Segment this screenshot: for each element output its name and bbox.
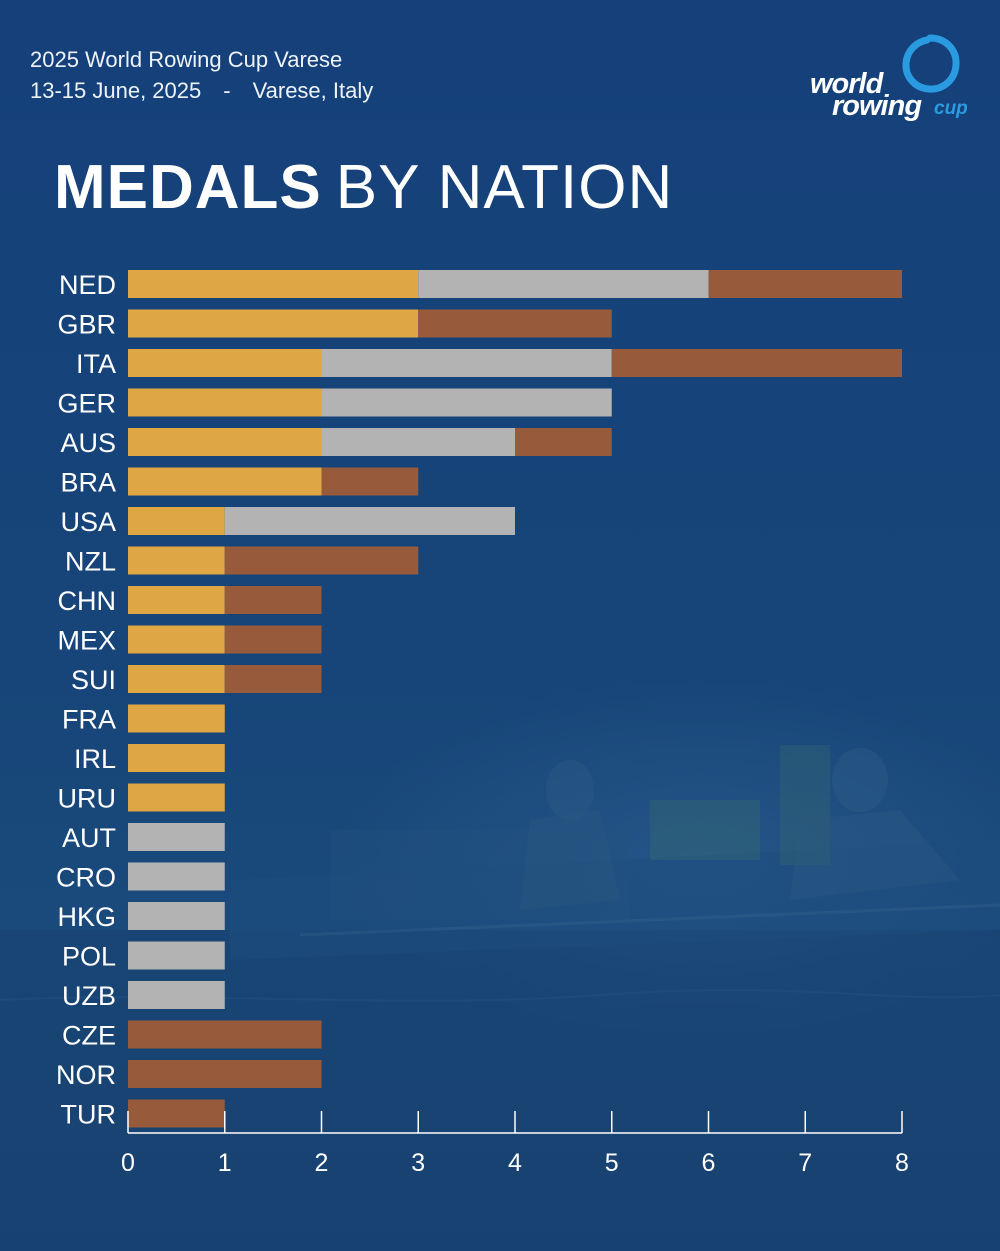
bar-gold-usa	[128, 507, 225, 535]
bar-bronze-bra	[321, 467, 419, 496]
bar-bronze-tur	[128, 1099, 225, 1128]
bar-gold-ger	[128, 388, 322, 417]
category-label-usa: USA	[60, 507, 116, 537]
bar-silver-hkg	[128, 902, 225, 930]
category-label-uru: URU	[58, 784, 117, 814]
category-label-aus: AUS	[60, 428, 116, 458]
bar-silver-uzb	[128, 981, 225, 1009]
logo-text-cup: cup	[934, 98, 968, 119]
bar-silver-cro	[128, 862, 225, 891]
category-label-tur: TUR	[61, 1100, 117, 1130]
bar-silver-aut	[128, 823, 225, 851]
bar-silver-ned	[418, 270, 709, 298]
bar-gold-mex	[128, 625, 225, 654]
bar-bronze-gbr	[418, 309, 612, 338]
x-tick-label-3: 3	[411, 1149, 425, 1177]
bar-bronze-sui	[224, 665, 322, 693]
logo-text-world: world	[810, 68, 883, 100]
category-label-uzb: UZB	[62, 981, 116, 1011]
world-rowing-cup-logo: world rowing cup	[806, 30, 976, 130]
bar-gold-chn	[128, 586, 225, 614]
category-label-ned: NED	[59, 270, 116, 300]
bar-bronze-aus	[515, 428, 612, 456]
bar-silver-ita	[321, 349, 612, 377]
bar-silver-aus	[321, 428, 515, 456]
category-label-nzl: NZL	[65, 547, 116, 577]
bar-gold-irl	[128, 744, 225, 772]
category-label-ita: ITA	[76, 349, 116, 379]
bar-silver-ger	[321, 388, 612, 417]
bar-gold-sui	[128, 665, 225, 693]
logo-text-rowing: rowing	[832, 90, 922, 122]
bar-bronze-nzl	[224, 546, 419, 575]
x-tick-label-1: 1	[218, 1149, 232, 1177]
page-title: MEDALS BY NATION	[54, 152, 673, 223]
x-tick-label-0: 0	[121, 1149, 135, 1177]
bar-gold-ned	[128, 270, 419, 298]
category-label-hkg: HKG	[57, 902, 116, 932]
bar-bronze-chn	[224, 586, 322, 614]
title-bold: MEDALS	[54, 153, 322, 222]
bar-gold-nzl	[128, 546, 225, 575]
x-tick-label-6: 6	[702, 1149, 716, 1177]
x-tick-label-4: 4	[508, 1149, 522, 1177]
x-tick-label-2: 2	[315, 1149, 329, 1177]
bar-silver-pol	[128, 941, 225, 970]
bar-gold-ita	[128, 349, 322, 377]
bar-gold-aus	[128, 428, 322, 456]
logo-ring-icon	[902, 34, 960, 93]
bar-silver-usa	[224, 507, 515, 535]
category-label-bra: BRA	[60, 468, 116, 498]
category-label-sui: SUI	[71, 665, 116, 695]
bar-bronze-ned	[708, 270, 902, 298]
category-label-irl: IRL	[74, 744, 116, 774]
bar-bronze-mex	[224, 625, 322, 654]
title-light: BY NATION	[335, 153, 674, 222]
event-dates: 13-15 June, 2025	[30, 78, 202, 103]
category-label-nor: NOR	[56, 1060, 116, 1090]
category-label-pol: POL	[62, 942, 116, 972]
bar-gold-gbr	[128, 309, 419, 338]
category-label-chn: CHN	[58, 586, 117, 616]
category-label-mex: MEX	[57, 626, 116, 656]
x-tick-label-5: 5	[605, 1149, 619, 1177]
event-name: 2025 World Rowing Cup Varese	[30, 47, 343, 72]
bar-bronze-ita	[611, 349, 902, 377]
x-tick-label-7: 7	[798, 1149, 812, 1177]
category-label-ger: GER	[57, 389, 116, 419]
category-label-fra: FRA	[62, 705, 116, 735]
bar-bronze-nor	[128, 1060, 322, 1088]
bar-gold-uru	[128, 783, 225, 812]
bar-gold-fra	[128, 704, 225, 733]
event-separator: -	[223, 78, 231, 103]
x-tick-label-8: 8	[895, 1149, 909, 1177]
category-label-cro: CRO	[56, 863, 116, 893]
event-dates-location: 13-15 June, 2025- Varese, Italy	[30, 75, 373, 106]
category-label-gbr: GBR	[57, 310, 116, 340]
bar-bronze-cze	[128, 1020, 322, 1049]
category-label-cze: CZE	[62, 1021, 116, 1051]
category-label-aut: AUT	[62, 823, 116, 853]
event-location: Varese, Italy	[252, 78, 374, 103]
bar-gold-bra	[128, 467, 322, 496]
event-info: 2025 World Rowing Cup Varese 13-15 June,…	[30, 44, 373, 106]
